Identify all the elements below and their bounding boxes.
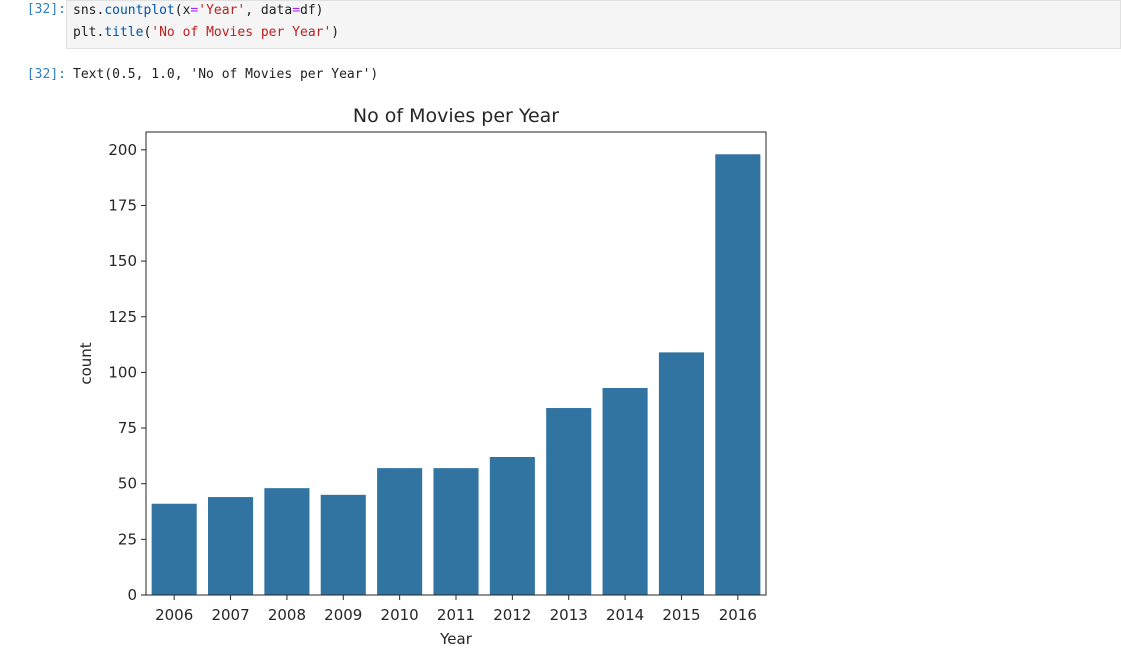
code-token: ) (331, 25, 340, 40)
x-tick-label: 2014 (606, 606, 644, 624)
x-axis-title: Year (439, 630, 473, 648)
code-token-function: title (104, 25, 144, 40)
code-token: df) (300, 3, 324, 18)
code-token: , data (245, 3, 293, 18)
code-token: (x (174, 3, 191, 18)
code-line-2: plt.title('No of Movies per Year') (73, 25, 339, 40)
x-tick-label: 2008 (268, 606, 306, 624)
x-tick-label: 2009 (324, 606, 362, 624)
bar-2016 (715, 154, 761, 595)
code-token-string: 'Year' (198, 3, 246, 18)
y-tick-label: 175 (108, 196, 137, 214)
plot-frame (145, 131, 767, 596)
x-tick-label: 2007 (211, 606, 249, 624)
y-tick-label: 50 (118, 475, 137, 493)
y-tick-label: 0 (127, 586, 137, 604)
code-cell[interactable]: sns.countplot(x='Year', data=df) plt.tit… (66, 0, 1121, 49)
x-tick-label: 2012 (493, 606, 531, 624)
bar-2009 (320, 494, 366, 595)
code-token: sns. (73, 3, 105, 18)
y-tick-label: 150 (108, 252, 137, 270)
output-text: Text(0.5, 1.0, 'No of Movies per Year') (73, 67, 379, 82)
output-prompt: [32]: (26, 67, 66, 82)
code-token: ( (143, 25, 152, 40)
bar-2015 (658, 352, 704, 595)
y-tick-label: 25 (118, 530, 137, 548)
y-tick-label: 125 (108, 308, 137, 326)
y-tick-label: 200 (108, 141, 137, 159)
bar-2011 (433, 468, 479, 595)
x-tick-label: 2016 (719, 606, 757, 624)
x-tick-label: 2011 (437, 606, 475, 624)
bar-2013 (546, 408, 592, 595)
bars-group (151, 154, 761, 595)
bar-2007 (208, 497, 254, 595)
code-token-function: countplot (104, 3, 175, 18)
x-axis: 2006 2007 2008 2009 2010 2011 2012 2013 2014 2015… (155, 595, 757, 624)
bar-2006 (151, 503, 197, 595)
y-tick-label: 75 (118, 419, 137, 437)
chart-title: No of Movies per Year (353, 105, 559, 127)
code-line-1: sns.countplot(x='Year', data=df) (73, 3, 324, 18)
bar-2012 (489, 456, 535, 595)
y-axis: 0 25 50 75 100 125 150 175 200 (108, 141, 146, 604)
input-prompt: [32]: (26, 2, 66, 17)
y-tick-label: 100 (108, 363, 137, 381)
bar-2010 (377, 468, 423, 595)
x-tick-label: 2015 (662, 606, 700, 624)
code-token: plt. (73, 25, 105, 40)
code-token-string: 'No of Movies per Year' (151, 25, 332, 40)
bar-2008 (264, 488, 310, 595)
bar-2014 (602, 387, 648, 595)
y-axis-title: count (77, 342, 95, 384)
x-tick-label: 2006 (155, 606, 193, 624)
x-tick-label: 2010 (381, 606, 419, 624)
x-tick-label: 2013 (550, 606, 588, 624)
code-token-operator: = (292, 3, 301, 18)
code-token-operator: = (190, 3, 199, 18)
